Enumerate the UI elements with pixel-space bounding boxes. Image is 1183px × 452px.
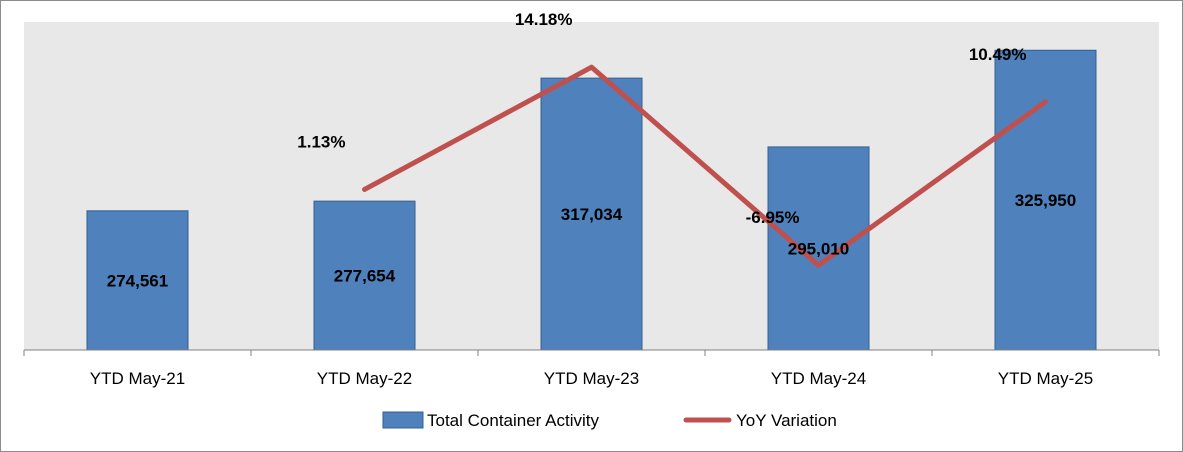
bar-data-label: 274,561 [107, 271, 168, 290]
bars-layer [86, 49, 1097, 351]
line-data-label: 14.18% [515, 10, 573, 29]
line-layer [362, 64, 1048, 268]
data-labels-layer: 274,561 277,654 317,034 295,010 325,950 1.13%… [107, 10, 1076, 290]
x-tick-label: YTD May-25 [998, 369, 1093, 388]
bar-total-container-activity [767, 146, 870, 351]
x-axis: YTD May-21 YTD May-22 YTD May-23 YTD May-24… [23, 349, 1160, 388]
bar-data-label: 295,010 [788, 239, 849, 258]
line-yoy-variation [362, 64, 1048, 268]
x-tick-label: YTD May-21 [90, 369, 185, 388]
bar-total-container-activity [86, 210, 189, 351]
line-data-label: 10.49% [969, 45, 1027, 64]
bar-data-label: 277,654 [334, 267, 396, 286]
bar-total-container-activity [313, 200, 416, 351]
x-tick-label: YTD May-24 [771, 369, 866, 388]
legend-label-total-container-activity: Total Container Activity [427, 411, 599, 430]
x-tick-label: YTD May-23 [544, 369, 639, 388]
x-tick-label: YTD May-22 [317, 369, 412, 388]
bar-total-container-activity [540, 77, 643, 351]
legend-label-yoy-variation: YoY Variation [736, 411, 837, 430]
bar-data-label: 317,034 [561, 205, 623, 224]
line-data-label: -6.95% [746, 208, 800, 227]
legend: Total Container Activity YoY Variation [382, 411, 837, 430]
line-data-label: 1.13% [297, 132, 345, 151]
bar-data-label: 325,950 [1015, 191, 1076, 210]
legend-swatch-total-container-activity [382, 411, 424, 429]
